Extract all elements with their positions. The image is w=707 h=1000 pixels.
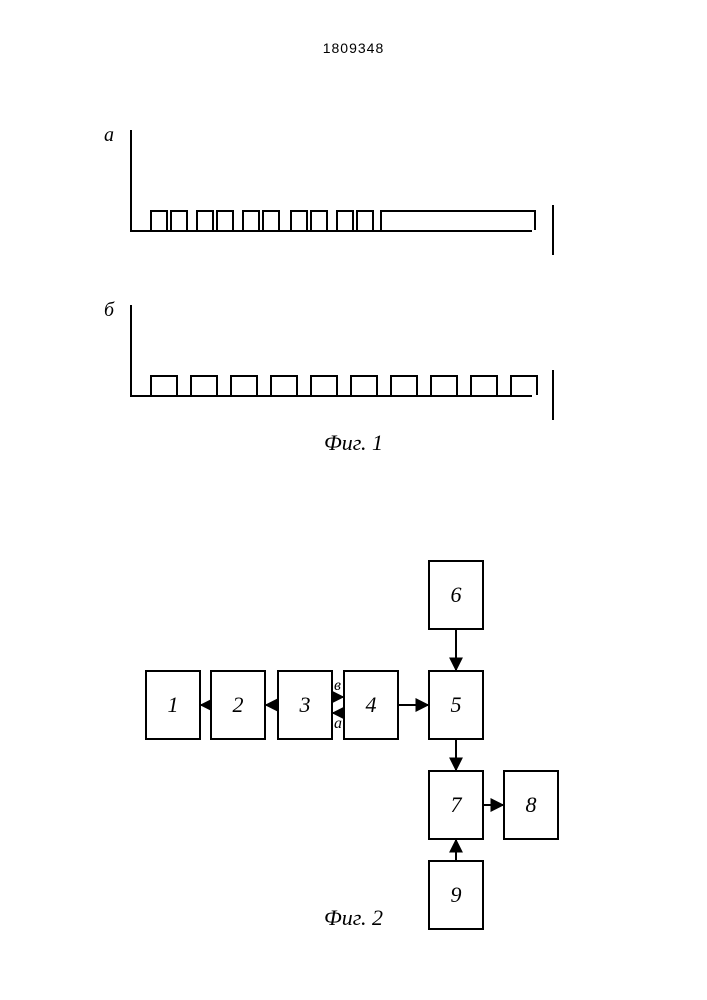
block-5: 5: [428, 670, 484, 740]
pulse: [150, 210, 168, 230]
fig1-chart-b: б: [130, 305, 532, 397]
fig2-caption: Фиг. 2: [0, 905, 707, 931]
edge-label: в: [334, 677, 341, 695]
block-6: 6: [428, 560, 484, 630]
pulse: [356, 210, 374, 230]
pulse: [190, 375, 218, 395]
pulse: [230, 375, 258, 395]
pulse: [470, 375, 498, 395]
pulse: [290, 210, 308, 230]
pulse: [216, 210, 234, 230]
pulse: [336, 210, 354, 230]
fig1-chart-b-label: б: [104, 299, 114, 322]
page: 1809348 а б Фиг. 1 123456789ва Фиг. 2: [0, 0, 707, 1000]
pulse: [510, 375, 538, 395]
pulse: [170, 210, 188, 230]
fig1-chart-a: а: [130, 130, 532, 232]
fig2-diagram: 123456789ва: [0, 540, 707, 900]
edge-label: а: [334, 715, 342, 733]
pulse: [150, 375, 178, 395]
document-number: 1809348: [0, 40, 707, 56]
pulse: [196, 210, 214, 230]
pulse: [270, 375, 298, 395]
pulse: [390, 375, 418, 395]
pulse: [310, 210, 328, 230]
block-4: 4: [343, 670, 399, 740]
block-3: 3: [277, 670, 333, 740]
axis-end-tick: [552, 205, 554, 255]
block-8: 8: [503, 770, 559, 840]
axis-end-tick: [552, 370, 554, 420]
fig1-chart-a-label: а: [104, 124, 114, 147]
fig1-caption: Фиг. 1: [0, 430, 707, 456]
pulse: [262, 210, 280, 230]
pulse: [242, 210, 260, 230]
pulse: [430, 375, 458, 395]
block-7: 7: [428, 770, 484, 840]
block-1: 1: [145, 670, 201, 740]
pulse: [380, 210, 536, 230]
pulse: [350, 375, 378, 395]
block-2: 2: [210, 670, 266, 740]
pulse: [310, 375, 338, 395]
